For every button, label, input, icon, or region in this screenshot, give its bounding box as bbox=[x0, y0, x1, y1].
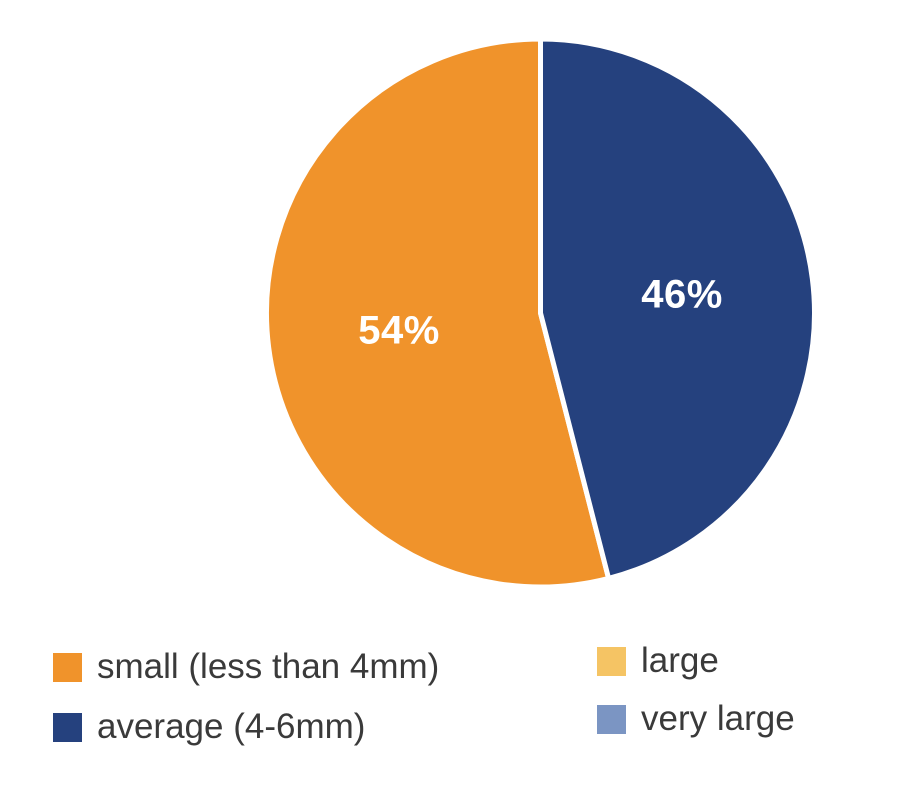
legend-swatch-small bbox=[53, 652, 82, 682]
pie-slice-label-0: 54% bbox=[358, 308, 440, 353]
legend-swatch-average bbox=[53, 712, 82, 742]
legend-label-large: large bbox=[641, 641, 719, 680]
legend-item-large: large bbox=[597, 641, 795, 680]
legend-item-average: average (4-6mm) bbox=[53, 707, 597, 746]
pie-chart bbox=[264, 36, 817, 590]
pie-slice-1 bbox=[538, 36, 817, 581]
legend: small (less than 4mm) average (4-6mm) la… bbox=[53, 641, 795, 746]
pie-slice-label-1: 46% bbox=[641, 272, 723, 317]
legend-swatch-large bbox=[597, 646, 626, 676]
legend-swatch-very-large bbox=[597, 704, 626, 734]
legend-item-small: small (less than 4mm) bbox=[53, 647, 597, 686]
legend-label-average: average (4-6mm) bbox=[97, 707, 366, 746]
legend-item-very-large: very large bbox=[597, 699, 795, 738]
pie-slice-0 bbox=[264, 36, 612, 590]
legend-label-very-large: very large bbox=[641, 699, 795, 738]
legend-label-small: small (less than 4mm) bbox=[97, 647, 440, 686]
